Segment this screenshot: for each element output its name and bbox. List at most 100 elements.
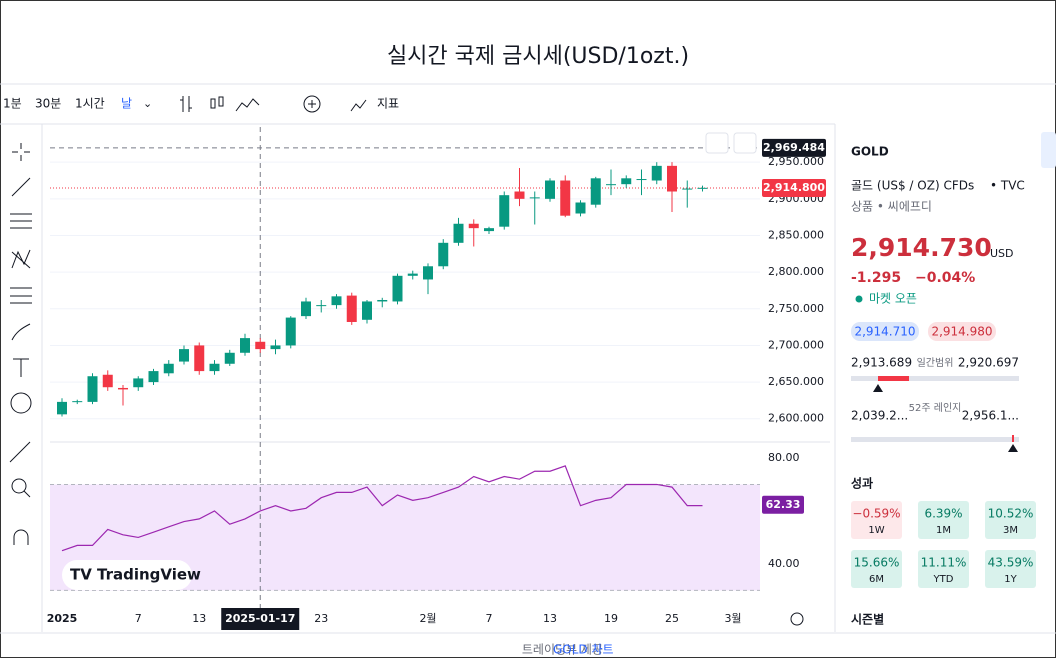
currency: USD	[990, 247, 1014, 260]
y-tick-label: 2,750.000	[768, 302, 824, 315]
x-tick-label: 3월	[724, 612, 741, 625]
candle-body	[133, 378, 144, 388]
candle-body	[468, 223, 479, 229]
year-range-fill	[1012, 435, 1014, 442]
performance-period: 3M	[1003, 525, 1018, 536]
dropdown-icon[interactable]: ⌄	[143, 97, 152, 110]
performance-title: 성과	[851, 476, 873, 491]
y-tick-label: 2,700.000	[768, 338, 824, 351]
candle-body	[499, 195, 510, 227]
performance-period: 1M	[936, 525, 951, 536]
y-tick-label: 2,950.000	[768, 155, 824, 168]
year-high: 2,956.1...	[962, 409, 1019, 423]
day-range-label: 일간범위	[917, 356, 954, 369]
y-tick-label: 2,850.000	[768, 228, 824, 241]
price: 2,914.730	[851, 233, 992, 262]
rsi-last-bg	[762, 495, 804, 514]
crosshair-price-tag-bg	[762, 138, 826, 157]
candle-body	[697, 187, 708, 189]
year-range-bar	[851, 437, 1019, 442]
ask-pill	[928, 322, 996, 341]
performance-value: 6.39%	[924, 507, 962, 521]
performance-period: 1W	[868, 525, 884, 536]
candle-body	[209, 363, 220, 372]
performance-cell[interactable]	[851, 501, 902, 539]
download-button[interactable]	[705, 132, 729, 154]
change-percent: −0.04%	[915, 270, 975, 286]
drawing-toolbar[interactable]	[9, 143, 32, 545]
candle-body	[362, 301, 372, 320]
last-price-tag-bg	[762, 178, 826, 197]
description: 골드 (US$ / OZ) CFDs	[851, 179, 974, 193]
day-range-bar	[851, 376, 1019, 381]
candle-body	[163, 363, 174, 374]
seasonal-title: 시즌별	[851, 612, 884, 627]
x-tick-label: 7	[486, 612, 493, 625]
status-dot	[855, 295, 863, 303]
candle-body	[407, 273, 418, 276]
candle-body	[392, 275, 403, 302]
candle-body	[682, 188, 693, 190]
crosshair-date: 2025-01-17	[225, 612, 295, 625]
footer-link[interactable]: GOLD 차트	[553, 643, 614, 657]
side-tab[interactable]	[1041, 132, 1056, 168]
bid: 2,914.710	[854, 325, 915, 339]
performance-value: 10.52%	[988, 507, 1034, 521]
day-range-fill	[878, 376, 909, 381]
symbol-panel: GOLD 골드 (US$ / OZ) CFDs • TVC 상품 • 씨에프디 …	[851, 145, 1036, 627]
interval-button[interactable]: 날	[121, 97, 132, 111]
x-tick-label: 19	[604, 612, 618, 625]
candle-body	[224, 352, 235, 364]
candle-body	[514, 191, 525, 199]
rsi-last-label: 62.33	[766, 498, 801, 511]
settings-icon[interactable]	[790, 612, 804, 626]
year-range-marker	[1008, 444, 1018, 452]
candle-body	[72, 401, 83, 403]
candle-body	[651, 165, 662, 181]
market-status: 마켓 오픈	[869, 292, 917, 306]
interval-button[interactable]: 30분	[35, 97, 61, 111]
interval-bar: 1분 30분 1시간 날	[3, 97, 132, 111]
category: 상품 • 씨에프디	[851, 200, 932, 214]
interval-button[interactable]: 1시간	[75, 97, 105, 111]
candle-body	[636, 179, 647, 181]
chart-style-icons[interactable]	[180, 95, 367, 113]
performance-cell[interactable]	[918, 501, 969, 539]
candle-body	[575, 202, 586, 214]
candle-body	[87, 376, 98, 402]
day-low: 2,913.689	[851, 356, 912, 370]
y-tick-label: 2,650.000	[768, 375, 824, 388]
candle-body	[377, 299, 388, 302]
candle-body	[179, 349, 189, 362]
rsi-tick-label: 80.00	[768, 451, 800, 464]
performance-period: 1Y	[1004, 574, 1017, 585]
performance-cell[interactable]	[851, 550, 902, 588]
exchange: • TVC	[990, 179, 1025, 193]
rsi-tick-label: 40.00	[768, 557, 800, 570]
performance-cell[interactable]	[918, 550, 969, 588]
x-tick-label: 2월	[419, 612, 436, 625]
crosshair-price-tag: 2,969.484	[763, 141, 825, 154]
fullscreen-button[interactable]	[733, 132, 757, 154]
candle-body	[529, 197, 540, 199]
x-tick-label: 23	[314, 612, 328, 625]
day-range-marker	[873, 384, 883, 392]
indicators-button[interactable]: 지표	[377, 97, 399, 111]
performance-cell[interactable]	[985, 501, 1036, 539]
performance-value: −0.59%	[852, 507, 900, 521]
candle-body	[484, 228, 494, 232]
performance-cell[interactable]	[985, 550, 1036, 588]
ask: 2,914.980	[931, 325, 992, 339]
interval-button[interactable]: 1분	[3, 97, 22, 111]
candle-body	[301, 301, 311, 317]
year-range-label: 52주 레인지	[908, 403, 962, 414]
candle-body	[148, 371, 159, 383]
candle-body	[270, 345, 281, 350]
candle-body	[545, 180, 555, 199]
y-tick-label: 2,800.000	[768, 265, 824, 278]
footer-text: 트레이딩뷰 제공	[522, 643, 603, 657]
crosshair-date-tag	[221, 608, 300, 630]
candle-body	[346, 295, 357, 322]
last-price-tag: 2,914.800	[763, 181, 825, 194]
candle-body	[667, 165, 677, 192]
